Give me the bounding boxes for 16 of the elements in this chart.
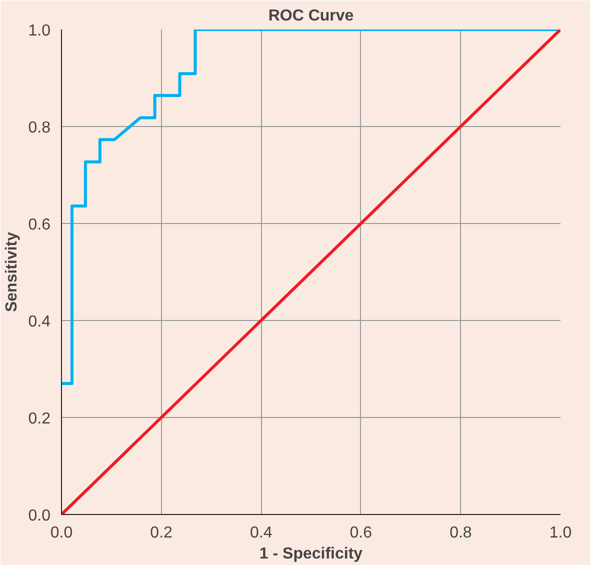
- line-series: [62, 30, 560, 386]
- y-tick-label: 0.4: [28, 314, 51, 330]
- x-tick-label: 0.0: [50, 524, 73, 542]
- x-tick-label: 0.4: [250, 524, 272, 542]
- y-axis-title: Sensitivity: [3, 232, 20, 312]
- y-tick-label: 0.0: [28, 508, 51, 524]
- y-tick-label: 0.6: [28, 216, 51, 234]
- y-tick-label: 1.0: [28, 22, 51, 40]
- y-tick-label: 0.8: [28, 120, 51, 136]
- x-tick-label: 0.2: [150, 524, 173, 542]
- y-tick-label: 0.2: [28, 410, 51, 428]
- chart-title: ROC Curve: [268, 8, 354, 24]
- x-tick-label: 1.0: [549, 524, 572, 542]
- x-tick-label: 0.8: [450, 524, 472, 542]
- x-axis-title: 1 - Specificity: [259, 546, 363, 562]
- x-tick-label: 0.6: [350, 524, 372, 542]
